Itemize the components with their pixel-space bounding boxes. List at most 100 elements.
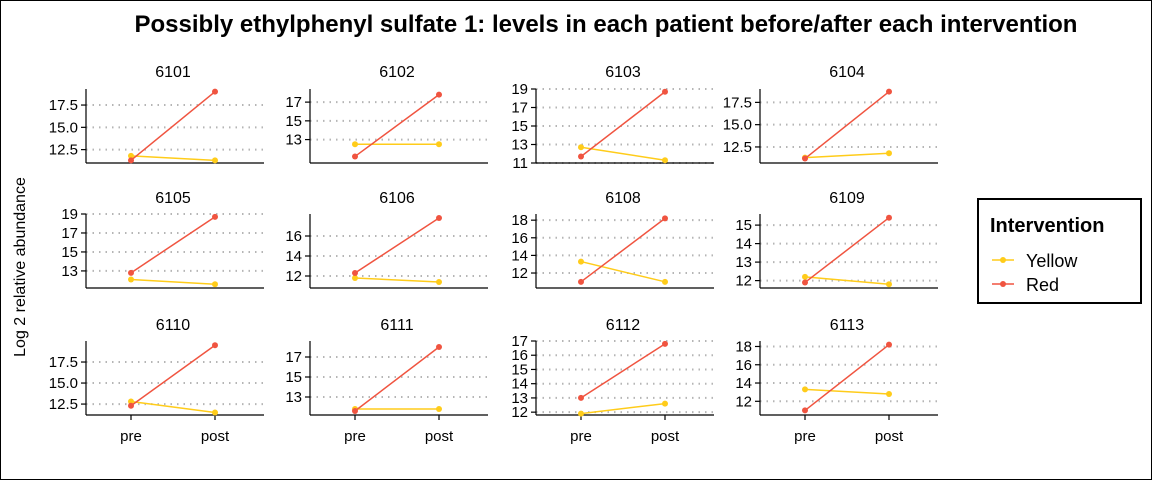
data-point-yellow — [662, 157, 668, 164]
data-point-yellow — [886, 150, 892, 157]
series-line-yellow — [130, 155, 216, 162]
panel-title: 6112 — [606, 317, 641, 334]
legend-items: Yellow Red — [992, 251, 1078, 295]
panel-title: 6104 — [829, 64, 865, 81]
legend-label-yellow: Yellow — [1026, 251, 1078, 271]
y-tick-label: 16 — [285, 228, 302, 245]
data-point-yellow — [578, 258, 584, 265]
y-tick-label: 15 — [285, 369, 302, 386]
panel-title: 6110 — [156, 317, 191, 334]
y-tick-label: 17.5 — [723, 94, 752, 111]
data-point-yellow — [212, 409, 218, 416]
series-line-red — [354, 94, 440, 158]
data-point-red — [802, 155, 808, 162]
y-tick-label: 12 — [285, 268, 302, 285]
y-tick-label: 19 — [511, 81, 528, 98]
data-point-red — [578, 153, 584, 160]
panel-6101: 6101 12.5 15.0 17.5 — [49, 64, 264, 164]
y-tick-label: 16 — [735, 357, 752, 374]
data-point-red — [578, 394, 584, 401]
panel-6111: 6111 13 15 17 pre post — [285, 317, 488, 445]
y-tick-label: 13 — [735, 254, 752, 271]
series-line-red — [130, 344, 216, 407]
data-point-yellow — [662, 278, 668, 285]
data-point-red — [128, 157, 134, 164]
data-point-yellow — [578, 144, 584, 151]
series-line-yellow — [804, 152, 890, 159]
data-point-yellow — [212, 281, 218, 288]
data-point-red — [212, 213, 218, 220]
y-tick-label: 17 — [511, 333, 528, 350]
data-point-red — [436, 344, 442, 350]
series-line-red — [804, 91, 890, 160]
data-point-red — [352, 153, 358, 160]
data-point-yellow — [436, 406, 442, 412]
series-line-red — [580, 343, 666, 399]
x-tick-label: pre — [120, 428, 142, 445]
y-tick-label: 15 — [61, 244, 78, 261]
y-tick-label: 16 — [511, 230, 528, 247]
y-tick-label: 16 — [511, 347, 528, 364]
data-point-red — [802, 279, 808, 286]
legend-label-red: Red — [1026, 275, 1059, 295]
y-tick-label: 15 — [285, 113, 302, 130]
y-tick-label: 15.0 — [49, 119, 78, 136]
data-point-yellow — [436, 279, 442, 285]
data-point-red — [128, 269, 134, 276]
series-line-red — [130, 216, 216, 274]
data-point-yellow — [802, 273, 808, 280]
y-tick-label: 12 — [735, 393, 752, 410]
y-tick-label: 17 — [285, 349, 302, 366]
y-tick-label: 18 — [511, 212, 528, 229]
y-tick-label: 12.5 — [49, 142, 78, 159]
x-tick-label: post — [201, 428, 230, 445]
series-line-red — [804, 217, 890, 284]
series-line-red — [354, 217, 440, 274]
chart-title: Possibly ethylphenyl sulfate 1: levels i… — [135, 11, 1078, 38]
y-tick-label: 15 — [511, 361, 528, 378]
data-point-red — [886, 214, 892, 221]
data-point-yellow — [886, 390, 892, 397]
data-point-yellow — [212, 157, 218, 164]
y-axis-label: Log 2 relative abundance — [12, 177, 29, 357]
panel-6105: 6105 13 15 17 19 — [61, 190, 264, 289]
y-tick-label: 18 — [735, 338, 752, 355]
y-tick-label: 17.5 — [49, 354, 78, 371]
series-line-yellow — [580, 146, 666, 161]
y-tick-label: 13 — [511, 137, 528, 154]
y-tick-label: 15.0 — [49, 375, 78, 392]
panel-title: 6111 — [380, 317, 413, 334]
legend-point-red — [1000, 281, 1006, 287]
data-point-red — [436, 215, 442, 221]
panel-title: 6101 — [155, 64, 191, 81]
series-line-red — [354, 346, 440, 412]
data-point-red — [662, 215, 668, 222]
series-line-yellow — [130, 278, 216, 285]
panel-6104: 6104 12.5 15.0 17.5 — [723, 64, 938, 164]
data-point-yellow — [802, 386, 808, 393]
series-line-yellow — [804, 388, 890, 395]
data-point-yellow — [128, 152, 134, 159]
panel-title: 6103 — [605, 64, 641, 81]
data-point-yellow — [578, 410, 584, 417]
data-point-red — [436, 91, 442, 98]
x-tick-label: post — [651, 428, 680, 445]
y-tick-label: 12 — [735, 273, 752, 290]
series-line-yellow — [580, 260, 666, 283]
y-tick-label: 12.5 — [723, 139, 752, 156]
data-point-yellow — [662, 400, 668, 407]
y-tick-label: 12.5 — [49, 396, 78, 413]
y-tick-label: 13 — [285, 389, 302, 406]
y-tick-label: 17 — [285, 94, 302, 111]
data-point-red — [578, 278, 584, 285]
y-tick-label: 14 — [735, 236, 752, 253]
panel-title: 6108 — [605, 190, 641, 207]
y-tick-label: 14 — [511, 247, 528, 264]
panel-title: 6109 — [829, 190, 865, 207]
data-point-red — [886, 341, 892, 348]
